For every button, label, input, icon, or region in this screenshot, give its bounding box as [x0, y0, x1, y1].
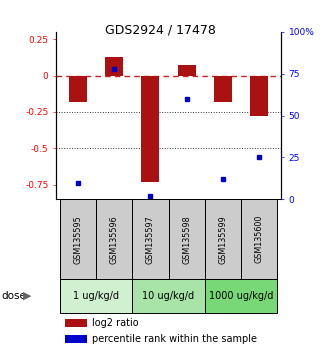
Text: GSM135600: GSM135600	[255, 215, 264, 263]
Text: log2 ratio: log2 ratio	[92, 318, 139, 327]
Text: 1000 ug/kg/d: 1000 ug/kg/d	[209, 291, 273, 301]
Bar	[141, 75, 160, 182]
Text: ▶: ▶	[23, 291, 31, 301]
Bar	[250, 75, 268, 116]
Bar	[178, 65, 196, 75]
Text: 10 ug/kg/d: 10 ug/kg/d	[143, 291, 195, 301]
Text: GSM135599: GSM135599	[218, 215, 227, 264]
Text: GSM135596: GSM135596	[110, 215, 119, 264]
FancyBboxPatch shape	[60, 199, 96, 279]
FancyBboxPatch shape	[132, 279, 205, 313]
FancyBboxPatch shape	[96, 199, 132, 279]
FancyBboxPatch shape	[241, 199, 277, 279]
Text: GSM135598: GSM135598	[182, 215, 191, 264]
Bar	[69, 75, 87, 102]
FancyBboxPatch shape	[205, 199, 241, 279]
Text: dose: dose	[2, 291, 26, 301]
Bar	[105, 57, 123, 75]
Text: percentile rank within the sample: percentile rank within the sample	[92, 334, 257, 344]
Text: GDS2924 / 17478: GDS2924 / 17478	[105, 23, 216, 36]
Text: 1 ug/kg/d: 1 ug/kg/d	[73, 291, 119, 301]
Text: GSM135597: GSM135597	[146, 215, 155, 264]
Bar	[65, 319, 87, 327]
Bar	[214, 75, 232, 102]
FancyBboxPatch shape	[169, 199, 205, 279]
FancyBboxPatch shape	[132, 199, 169, 279]
Text: GSM135595: GSM135595	[74, 215, 82, 264]
FancyBboxPatch shape	[205, 279, 277, 313]
Bar	[65, 335, 87, 343]
FancyBboxPatch shape	[60, 279, 132, 313]
